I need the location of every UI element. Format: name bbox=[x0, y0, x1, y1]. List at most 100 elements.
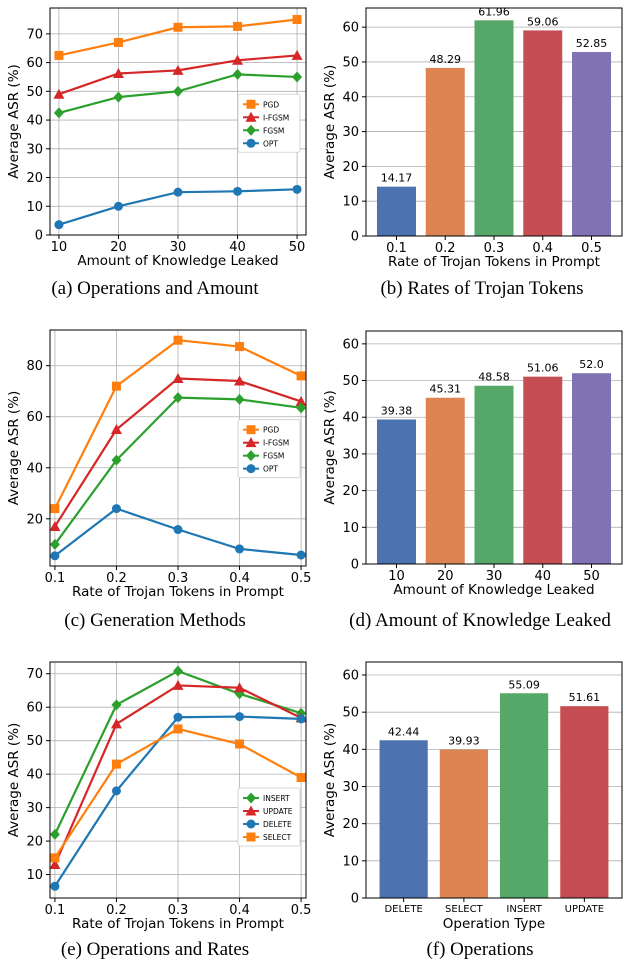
x-tick-label: 0.2 bbox=[106, 903, 127, 918]
legend-label: DELETE bbox=[263, 820, 292, 829]
data-point bbox=[53, 107, 64, 119]
y-tick-label: 0 bbox=[351, 230, 359, 245]
legend-marker bbox=[246, 464, 256, 474]
data-point bbox=[233, 186, 243, 196]
y-tick-label: 30 bbox=[342, 780, 359, 795]
data-point bbox=[50, 853, 60, 863]
y-tick-label: 60 bbox=[342, 337, 359, 352]
y-tick-label: 10 bbox=[342, 521, 359, 536]
bar-value-label: 14.17 bbox=[381, 172, 413, 185]
data-point bbox=[296, 772, 306, 782]
x-tick-label: 50 bbox=[583, 569, 600, 584]
data-point bbox=[50, 504, 60, 514]
legend-marker bbox=[246, 832, 256, 842]
data-point bbox=[232, 54, 244, 65]
x-tick-label: 30 bbox=[486, 569, 503, 584]
data-point bbox=[235, 342, 245, 352]
y-tick-label: 10 bbox=[342, 195, 359, 210]
x-tick-label: 50 bbox=[289, 240, 306, 255]
data-point bbox=[173, 712, 183, 722]
x-tick-label: UPDATE bbox=[565, 904, 604, 915]
x-tick-label: 30 bbox=[170, 240, 187, 255]
x-axis-label: Amount of Knowledge Leaked bbox=[393, 582, 594, 598]
bar-chart-panel: 0 10 20 30 40 50 60 14.17 0.1 48.29 0.2 61.96 0.3 59.… bbox=[322, 5, 623, 299]
data-point bbox=[292, 184, 302, 194]
y-tick-label: 60 bbox=[342, 21, 359, 36]
x-tick-label: 0.4 bbox=[532, 241, 553, 256]
legend-marker bbox=[246, 819, 256, 829]
bar bbox=[572, 373, 612, 564]
bar bbox=[523, 30, 563, 236]
data-point bbox=[232, 68, 243, 80]
bar-value-label: 52.85 bbox=[576, 37, 608, 50]
legend-marker bbox=[246, 450, 256, 462]
legend-box bbox=[237, 787, 301, 847]
x-tick-label: 20 bbox=[437, 569, 454, 584]
y-tick-label: 30 bbox=[342, 125, 359, 140]
plot-frame bbox=[365, 7, 623, 237]
line-chart-panel: 20 40 60 80 0.1 0.2 0.3 0.4 0.5 PGD I-FGSM FGSM OPT R… bbox=[6, 329, 311, 631]
y-tick-label: 70 bbox=[26, 667, 43, 682]
data-point bbox=[173, 665, 183, 677]
data-point bbox=[50, 551, 60, 561]
y-tick-label: 30 bbox=[26, 801, 43, 816]
y-tick-label: 10 bbox=[342, 854, 359, 869]
y-tick-label: 40 bbox=[342, 90, 359, 105]
bar-value-label: 48.58 bbox=[478, 371, 510, 384]
x-tick-label: 0.1 bbox=[386, 241, 407, 256]
legend: INSERT UPDATE DELETE SELECT bbox=[237, 787, 301, 847]
x-tick-label: 0.4 bbox=[229, 903, 250, 918]
y-tick-label: 10 bbox=[26, 200, 43, 215]
data-point bbox=[172, 372, 184, 383]
line-chart-panel: 10 20 30 40 50 60 70 0.1 0.2 0.3 0.4 0.5 INSERT UPDAT… bbox=[6, 661, 311, 960]
bar-value-label: 39.38 bbox=[381, 405, 413, 418]
data-point bbox=[111, 699, 122, 711]
data-point bbox=[172, 679, 184, 690]
legend-marker bbox=[246, 138, 256, 148]
legend: PGD I-FGSM FGSM OPT bbox=[237, 419, 301, 479]
y-axis-label: Average ASR (%) bbox=[6, 723, 22, 838]
x-axis-label: Operation Type bbox=[443, 916, 545, 932]
bar bbox=[500, 693, 549, 898]
y-tick-label: 50 bbox=[342, 374, 359, 389]
legend-marker bbox=[245, 111, 257, 122]
y-tick-label: 20 bbox=[342, 484, 359, 499]
y-tick-label: 0 bbox=[351, 892, 359, 907]
data-point bbox=[234, 682, 246, 693]
bar bbox=[523, 376, 563, 564]
bar bbox=[560, 706, 609, 898]
panel-caption: (e) Operations and Rates bbox=[61, 939, 249, 960]
legend-label: OPT bbox=[263, 139, 278, 148]
data-point bbox=[235, 739, 245, 749]
bar-value-label: 51.61 bbox=[569, 691, 601, 704]
legend-label: SELECT bbox=[263, 833, 292, 842]
data-point bbox=[173, 187, 183, 197]
data-point bbox=[113, 91, 124, 103]
data-point bbox=[173, 392, 183, 404]
data-point bbox=[173, 525, 183, 535]
data-point bbox=[54, 220, 64, 230]
data-point bbox=[113, 201, 123, 211]
y-tick-label: 40 bbox=[26, 768, 43, 783]
legend-label: OPT bbox=[263, 465, 278, 474]
data-point bbox=[111, 454, 122, 466]
bar bbox=[439, 749, 488, 898]
y-axis-label: Average ASR (%) bbox=[322, 390, 338, 505]
y-tick-label: 0 bbox=[35, 229, 43, 244]
bar-value-label: 45.31 bbox=[429, 383, 461, 396]
y-axis-label: Average ASR (%) bbox=[6, 391, 22, 506]
x-axis-label: Rate of Trojan Tokens in Prompt bbox=[72, 916, 284, 932]
panel-caption: (d) Amount of Knowledge Leaked bbox=[349, 610, 611, 631]
plot-frame bbox=[49, 661, 307, 899]
y-tick-label: 30 bbox=[26, 142, 43, 157]
data-point bbox=[49, 859, 61, 870]
plot-frame bbox=[365, 330, 623, 565]
y-tick-label: 20 bbox=[26, 835, 43, 850]
legend: PGD I-FGSM FGSM OPT bbox=[237, 93, 301, 153]
data-point bbox=[235, 544, 245, 554]
y-tick-label: 70 bbox=[26, 27, 43, 42]
plot-frame bbox=[49, 329, 307, 567]
data-point bbox=[110, 424, 122, 435]
x-axis-label: Rate of Trojan Tokens in Prompt bbox=[72, 584, 284, 600]
x-tick-label: 0.2 bbox=[435, 241, 456, 256]
